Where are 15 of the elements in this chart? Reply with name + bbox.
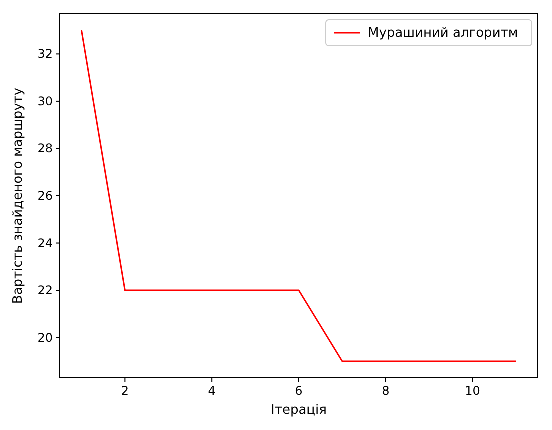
y-axis-title: Вартість знайденого маршруту: [11, 88, 26, 304]
y-tick-label: 30: [38, 94, 53, 108]
y-tick-label: 26: [38, 189, 53, 203]
y-tick-label: 22: [38, 284, 53, 298]
x-tick-label: 8: [382, 384, 390, 398]
x-axis-title: Ітерація: [271, 403, 327, 418]
y-tick-label: 32: [38, 47, 53, 62]
x-tick-label: 10: [465, 384, 480, 398]
x-tick-label: 6: [295, 384, 303, 398]
y-tick-label: 28: [38, 142, 53, 156]
y-tick-label: 24: [38, 236, 53, 250]
legend-label: Мурашиний алгоритм: [368, 26, 518, 41]
x-tick-label: 2: [121, 384, 129, 398]
y-tick-label: 20: [38, 330, 53, 345]
x-tick-label: 4: [208, 384, 216, 398]
